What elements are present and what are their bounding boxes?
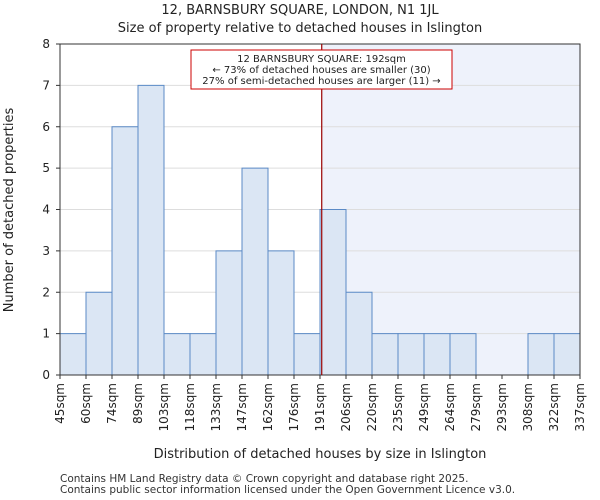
y-tick-label: 8	[42, 37, 50, 51]
footer-line-2: Contains public sector information licen…	[60, 484, 516, 496]
bar-89sqm	[137, 84, 165, 376]
footer-line-1: Contains HM Land Registry data © Crown c…	[60, 473, 469, 485]
bar-220sqm	[371, 333, 399, 376]
bar-60sqm	[85, 291, 113, 376]
bar-176sqm	[293, 333, 321, 376]
x-tick-label-322sqm: 322sqm	[547, 383, 561, 431]
x-tick-label-45sqm: 45sqm	[53, 383, 67, 424]
y-tick-label: 5	[42, 161, 50, 175]
y-tick-label: 4	[42, 203, 50, 217]
bar-45sqm	[59, 333, 87, 376]
x-tick-label-337sqm: 337sqm	[573, 383, 587, 431]
x-tick-label-235sqm: 235sqm	[391, 383, 405, 431]
y-tick-label: 2	[42, 285, 50, 299]
bar-249sqm	[423, 333, 451, 376]
annotation-line-2: ← 73% of detached houses are smaller (30…	[212, 65, 430, 76]
x-tick-label-176sqm: 176sqm	[287, 383, 301, 431]
chart-subtitle: Size of property relative to detached ho…	[117, 21, 483, 36]
y-axis-label: Number of detached properties	[2, 108, 17, 313]
x-tick-label-264sqm: 264sqm	[443, 383, 457, 431]
bar-308sqm	[527, 333, 555, 376]
bar-235sqm	[397, 333, 425, 376]
y-tick-label: 1	[42, 327, 50, 341]
x-tick-label-249sqm: 249sqm	[417, 383, 431, 431]
bar-191sqm	[319, 209, 347, 376]
annotation-line-1: 12 BARNSBURY SQUARE: 192sqm	[237, 54, 406, 65]
x-axis-label: Distribution of detached houses by size …	[154, 447, 487, 462]
bar-103sqm	[163, 333, 191, 376]
x-tick-label-147sqm: 147sqm	[235, 383, 249, 431]
x-tick-label-60sqm: 60sqm	[79, 383, 93, 424]
bar-264sqm	[449, 333, 477, 376]
x-tick-label-308sqm: 308sqm	[521, 383, 535, 431]
bar-322sqm	[553, 333, 581, 376]
x-tick-label-103sqm: 103sqm	[157, 383, 171, 431]
bar-133sqm	[215, 250, 243, 376]
bar-74sqm	[111, 126, 139, 376]
y-tick-label: 3	[42, 244, 50, 258]
x-tick-label-293sqm: 293sqm	[495, 383, 509, 431]
y-tick-label: 0	[42, 368, 50, 382]
bar-162sqm	[267, 250, 295, 376]
bar-206sqm	[345, 291, 373, 376]
x-tick-label-191sqm: 191sqm	[313, 383, 327, 431]
x-tick-label-133sqm: 133sqm	[209, 383, 223, 431]
annotation-line-3: 27% of semi-detached houses are larger (…	[202, 76, 440, 87]
x-tick-label-220sqm: 220sqm	[365, 383, 379, 431]
x-tick-label-74sqm: 74sqm	[105, 383, 119, 424]
bar-147sqm	[241, 167, 269, 376]
x-tick-label-118sqm: 118sqm	[183, 383, 197, 431]
x-tick-label-279sqm: 279sqm	[469, 383, 483, 431]
y-tick-label: 7	[42, 78, 50, 92]
chart-title: 12, BARNSBURY SQUARE, LONDON, N1 1JL	[161, 3, 439, 18]
x-tick-label-89sqm: 89sqm	[131, 383, 145, 424]
x-tick-label-206sqm: 206sqm	[339, 383, 353, 431]
x-tick-label-162sqm: 162sqm	[261, 383, 275, 431]
bar-118sqm	[189, 333, 217, 376]
annotation-box	[190, 49, 453, 90]
y-tick-label: 6	[42, 120, 50, 134]
